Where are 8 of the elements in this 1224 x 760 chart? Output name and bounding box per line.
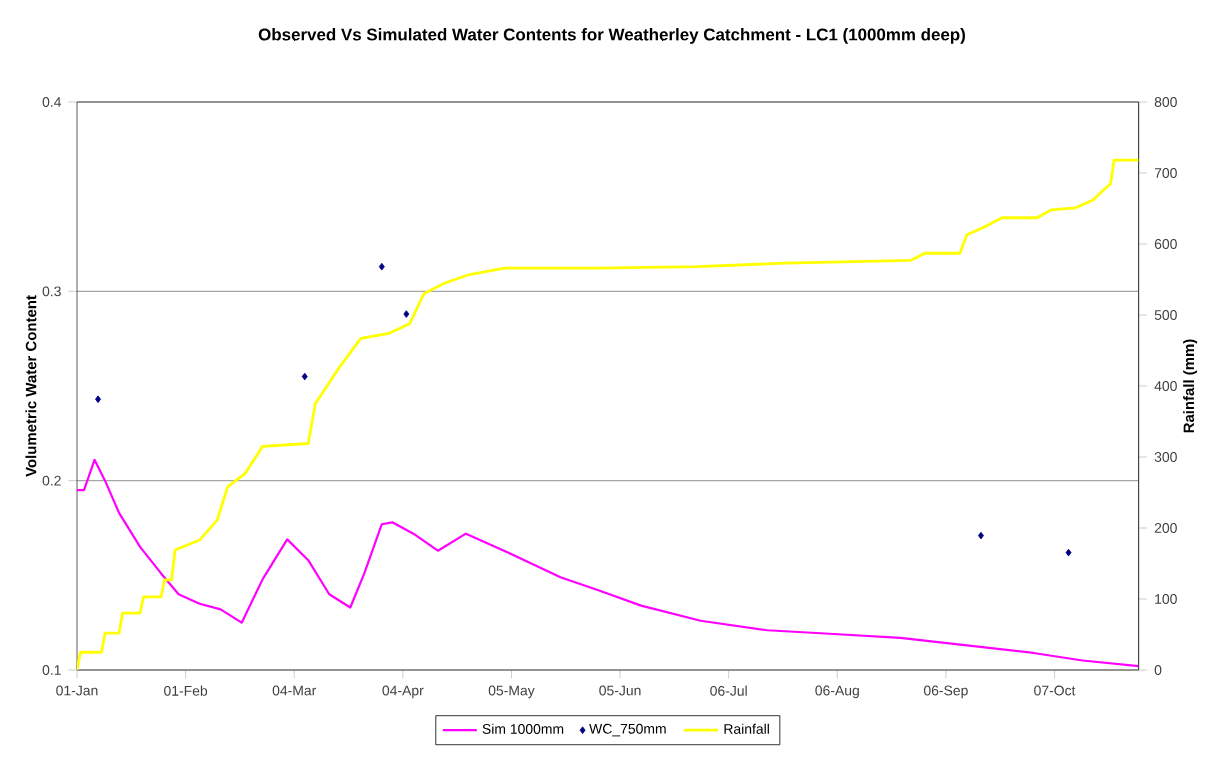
point — [301, 372, 308, 381]
point — [403, 310, 410, 318]
line-series — [77, 158, 1139, 670]
point — [978, 531, 984, 540]
chart-title: Observed Vs Simulated Water Contents for Weatherley Catchment - LC1 (1000mm deep) — [258, 28, 965, 44]
point — [1065, 548, 1072, 557]
line-series — [77, 458, 1139, 668]
point — [378, 262, 385, 271]
